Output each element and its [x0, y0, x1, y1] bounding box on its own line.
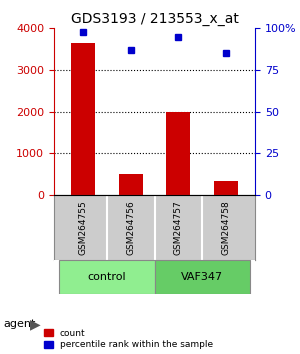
Text: ▶: ▶ — [30, 317, 40, 331]
Bar — [214, 181, 238, 195]
FancyBboxPatch shape — [154, 260, 250, 294]
Text: control: control — [87, 272, 126, 282]
Legend: count, percentile rank within the sample: count, percentile rank within the sample — [44, 329, 213, 349]
Text: agent: agent — [3, 319, 35, 329]
Title: GDS3193 / 213553_x_at: GDS3193 / 213553_x_at — [70, 12, 239, 26]
Bar — [118, 174, 142, 195]
Text: VAF347: VAF347 — [181, 272, 224, 282]
Text: GSM264758: GSM264758 — [222, 200, 231, 255]
Text: GSM264756: GSM264756 — [126, 200, 135, 255]
Text: GSM264757: GSM264757 — [174, 200, 183, 255]
Text: GSM264755: GSM264755 — [78, 200, 87, 255]
FancyBboxPatch shape — [59, 260, 154, 294]
Bar — [71, 43, 95, 195]
Bar — [167, 112, 191, 195]
